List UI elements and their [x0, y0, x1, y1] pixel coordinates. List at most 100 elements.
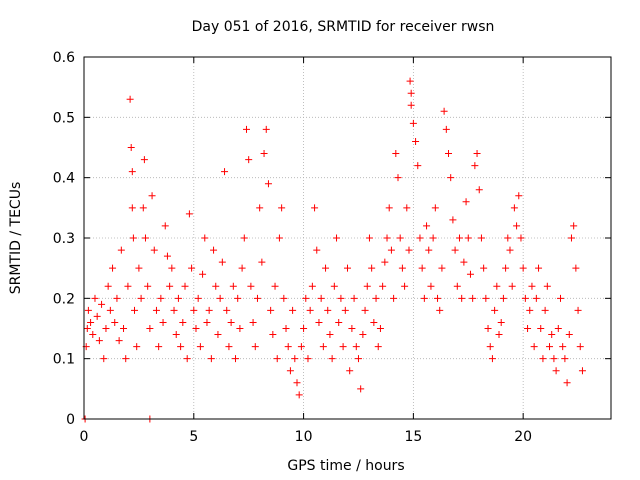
data-point: [216, 294, 224, 302]
x-tick-label: 5: [189, 429, 198, 445]
data-point: [519, 264, 527, 272]
data-point: [339, 343, 347, 351]
data-point: [174, 294, 182, 302]
data-point: [409, 119, 417, 127]
data-point: [335, 318, 343, 326]
data-point: [196, 343, 204, 351]
data-point: [515, 192, 523, 200]
data-point: [497, 318, 505, 326]
data-point: [434, 294, 442, 302]
data-point: [482, 294, 490, 302]
data-point: [166, 282, 174, 290]
data-point: [306, 306, 314, 314]
data-point: [438, 264, 446, 272]
data-point: [330, 282, 338, 290]
data-point: [548, 331, 556, 339]
data-point: [530, 343, 538, 351]
data-point: [477, 234, 485, 242]
data-point: [113, 294, 121, 302]
data-point: [308, 282, 316, 290]
data-point: [466, 270, 474, 278]
data-point: [559, 343, 567, 351]
data-point: [381, 258, 389, 266]
data-point: [357, 385, 365, 393]
data-point: [221, 168, 229, 176]
data-point: [480, 264, 488, 272]
data-point: [337, 294, 345, 302]
data-point: [264, 180, 272, 188]
data-point: [128, 168, 136, 176]
data-point: [352, 343, 360, 351]
data-point: [574, 306, 582, 314]
data-point: [152, 306, 160, 314]
data-point: [324, 306, 332, 314]
data-point: [390, 294, 398, 302]
data-point: [157, 294, 165, 302]
data-point: [131, 306, 139, 314]
data-point: [280, 294, 288, 302]
data-point: [510, 204, 518, 212]
data-point: [122, 355, 130, 363]
data-point: [271, 282, 279, 290]
data-point: [488, 355, 496, 363]
data-point: [471, 162, 479, 170]
data-point: [179, 318, 187, 326]
data-point: [139, 204, 147, 212]
data-point: [177, 343, 185, 351]
data-point: [526, 306, 534, 314]
data-point: [445, 150, 453, 158]
data-point: [315, 318, 323, 326]
data-point: [486, 343, 494, 351]
data-point: [155, 343, 163, 351]
chart-title: Day 051 of 2016, SRMTID for receiver rws…: [192, 19, 495, 35]
data-point: [304, 355, 312, 363]
y-tick-label: 0.5: [53, 110, 75, 126]
data-point: [552, 367, 560, 375]
data-point: [406, 77, 414, 85]
data-point: [576, 343, 584, 351]
data-point: [124, 282, 132, 290]
data-point: [267, 306, 275, 314]
data-point: [537, 325, 545, 332]
data-point: [458, 294, 466, 302]
data-point: [504, 234, 512, 242]
data-point: [269, 331, 277, 339]
data-point: [385, 204, 393, 212]
data-point: [427, 282, 435, 290]
data-point: [354, 355, 362, 363]
data-point: [172, 331, 180, 339]
data-point: [508, 282, 516, 290]
data-point: [234, 294, 242, 302]
data-point: [455, 234, 463, 242]
data-point: [431, 204, 439, 212]
x-axis-label: GPS time / hours: [287, 458, 404, 474]
data-point: [185, 210, 193, 218]
data-point: [128, 204, 136, 212]
data-point: [570, 222, 578, 230]
data-point: [333, 234, 341, 242]
data-point: [521, 294, 529, 302]
data-point: [223, 306, 231, 314]
data-point: [273, 355, 281, 363]
data-point: [348, 325, 356, 332]
data-point: [168, 264, 176, 272]
data-point: [383, 234, 391, 242]
data-point: [436, 306, 444, 314]
data-point: [420, 294, 428, 302]
data-point: [190, 306, 198, 314]
data-point: [140, 156, 148, 164]
data-point: [293, 379, 301, 387]
data-point: [524, 325, 532, 332]
data-point: [212, 282, 220, 290]
data-point: [102, 325, 110, 332]
data-point: [493, 282, 501, 290]
data-point: [205, 306, 213, 314]
data-point: [117, 246, 125, 254]
data-point: [146, 325, 154, 332]
data-point: [363, 282, 371, 290]
data-point: [563, 379, 571, 387]
data-point: [550, 355, 558, 363]
data-point: [473, 150, 481, 158]
data-point: [262, 125, 270, 133]
grid: [84, 57, 611, 419]
